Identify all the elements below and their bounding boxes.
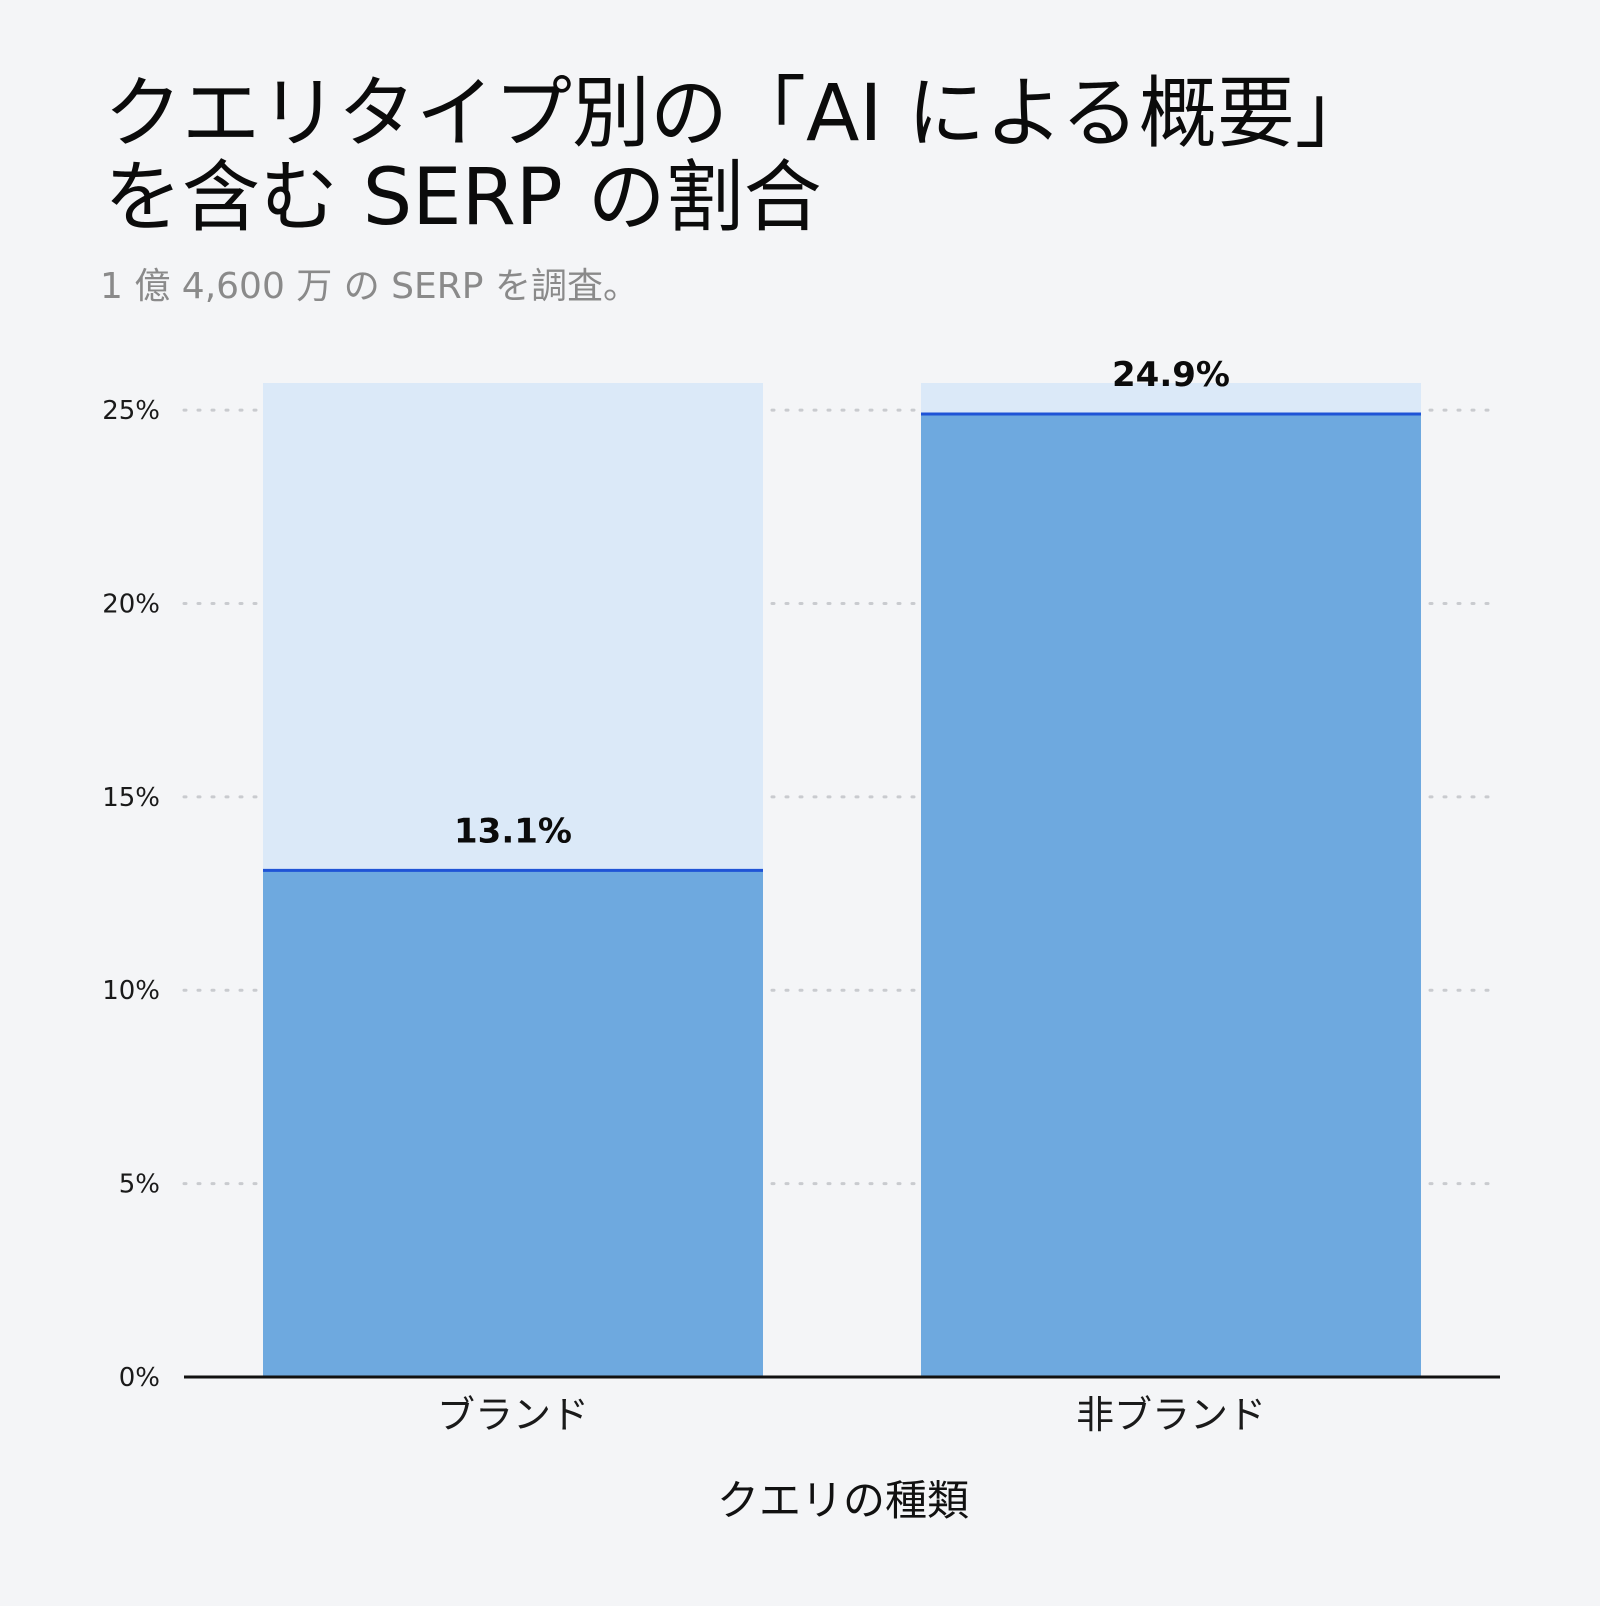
x-axis-title: クエリの種類 — [717, 1476, 969, 1525]
x-tick-label: 非ブランド — [1076, 1393, 1266, 1437]
chart-title-line-1: クエリタイプ別の「AI による概要」 — [104, 69, 1373, 159]
bars — [263, 383, 1421, 1377]
y-tick-label: 10% — [102, 976, 160, 1006]
x-tick-label: ブランド — [437, 1393, 589, 1437]
chart-title-line-2: を含む SERP の割合 — [104, 153, 822, 243]
data-label: 13.1% — [454, 811, 572, 851]
y-tick-label: 25% — [102, 396, 160, 426]
y-tick-label: 15% — [102, 783, 160, 813]
data-label: 24.9% — [1112, 355, 1230, 395]
grid-lines — [182, 408, 1502, 1186]
chart-title: クエリタイプ別の「AI による概要」 を含む SERP の割合 — [104, 72, 1524, 240]
bar — [921, 413, 1421, 1377]
chart-subtitle: 1 億 4,600 万 の SERP を調査。 — [100, 266, 639, 307]
y-tick-label: 0% — [119, 1363, 160, 1393]
bar — [263, 870, 763, 1377]
y-tick-label: 20% — [102, 589, 160, 619]
y-tick-label: 5% — [119, 1170, 160, 1200]
labels: 0% 5% 10% 15% 20% 25% 13.1% ブランド 24.9% 非ブランド — [102, 355, 1266, 1437]
